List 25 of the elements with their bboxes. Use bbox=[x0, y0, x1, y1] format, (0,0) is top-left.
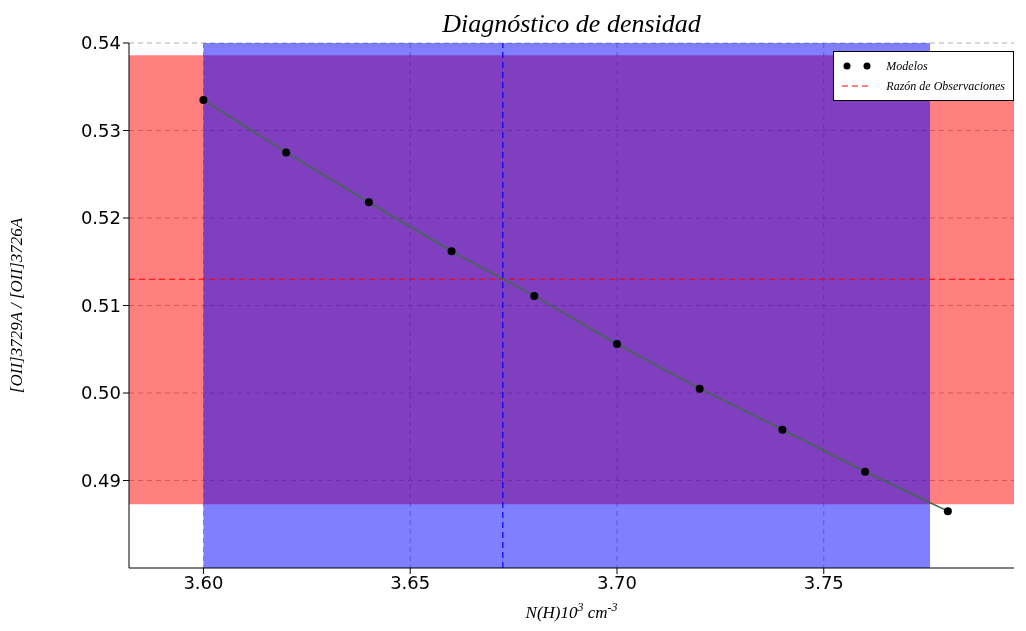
point bbox=[612, 340, 621, 348]
y-tick-label: 0.51 bbox=[80, 294, 121, 316]
y-tick-label: 0.50 bbox=[80, 382, 121, 404]
x-tick-label: 3.70 bbox=[596, 571, 638, 593]
point bbox=[282, 148, 291, 157]
x-tick-label: 3.65 bbox=[390, 571, 431, 593]
point bbox=[778, 425, 787, 434]
point bbox=[447, 247, 456, 256]
y-tick-label: 0.53 bbox=[80, 119, 121, 141]
point bbox=[861, 467, 870, 476]
point bbox=[943, 507, 952, 516]
point bbox=[530, 291, 539, 300]
y-axis-title: [OII]3729A / [OII]3726A bbox=[7, 217, 26, 394]
y-tick-label: 0.54 bbox=[80, 32, 121, 54]
point bbox=[364, 198, 373, 207]
y-tick-label: 0.52 bbox=[80, 207, 121, 229]
point bbox=[695, 384, 704, 393]
x-axis-title: N(H)10$^{3}$ cm$^{-3}$ bbox=[524, 600, 618, 622]
x-tick-label: 3.75 bbox=[803, 571, 844, 593]
x-tick-label: 3.60 bbox=[183, 571, 224, 593]
point bbox=[199, 95, 208, 104]
chart-title: Diagnóstico de densidad bbox=[441, 9, 702, 38]
y-tick-label: 0.49 bbox=[80, 469, 121, 491]
legend-label: Razón de Observaciones bbox=[886, 78, 1005, 94]
legend-label: Modelos bbox=[886, 58, 928, 74]
